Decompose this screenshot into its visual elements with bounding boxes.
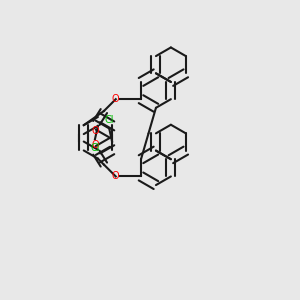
Text: Cl: Cl bbox=[90, 143, 100, 153]
Text: O: O bbox=[91, 126, 99, 136]
Text: Cl: Cl bbox=[104, 115, 114, 124]
Text: O: O bbox=[111, 172, 119, 182]
Text: O: O bbox=[111, 94, 119, 104]
Text: O: O bbox=[91, 140, 99, 150]
